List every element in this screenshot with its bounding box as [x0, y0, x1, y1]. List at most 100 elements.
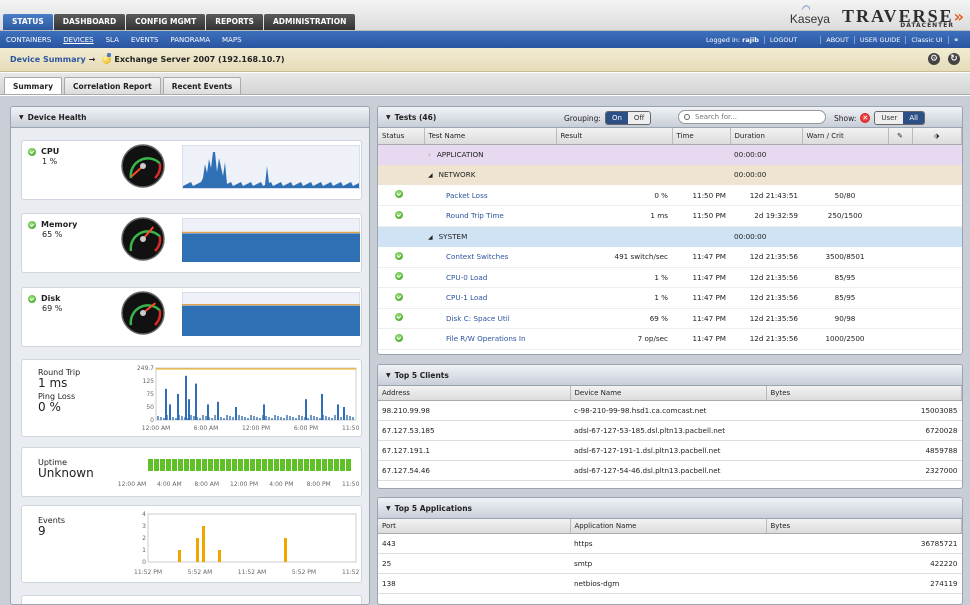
table-row[interactable]: 443 https 36785721	[378, 533, 962, 554]
tab-summary[interactable]: Summary	[4, 77, 63, 94]
classic-ui-link[interactable]: Classic UI	[905, 35, 947, 44]
error-filter-icon[interactable]: ✕	[860, 113, 871, 123]
col-test-name[interactable]: Test Name	[424, 128, 557, 145]
device-icon	[102, 53, 112, 64]
table-row[interactable]: 25 smtp 422220	[378, 553, 962, 574]
uptime-bar	[154, 459, 159, 471]
client-bytes: 2327000	[766, 460, 962, 481]
table-row[interactable]: 98.210.99.98 c-98-210-99-98.hsd1.ca.comca…	[378, 400, 962, 421]
uptime-bar	[244, 459, 249, 471]
uptime-card: Uptime Unknown 12:00 AM 4:00 AM 8:00 AM 12:0…	[21, 447, 362, 497]
subnav-maps[interactable]: MAPS	[222, 35, 242, 44]
test-name[interactable]: Context Switches	[424, 246, 556, 268]
client-device: adsl-67-127-191-1.dsl.pltn13.pacbell.net	[570, 440, 766, 461]
test-name[interactable]: Disk C: Space Util	[424, 308, 556, 329]
test-name[interactable]: CPU-1 Load	[424, 287, 556, 309]
breadcrumb-arrow: →	[88, 55, 96, 64]
grouping-on-button[interactable]: On	[605, 112, 628, 124]
col-result[interactable]: Result	[556, 128, 673, 145]
about-link[interactable]: ABOUT	[820, 35, 854, 44]
col-port[interactable]: Port	[378, 519, 571, 534]
group-cell-name: ◢ NETWORK	[424, 164, 556, 185]
subnav-events[interactable]: EVENTS	[130, 35, 159, 44]
table-row[interactable]: Disk C: Space Util 69 % 11:47 PM 12d 21:…	[378, 308, 962, 329]
collapse-triangle-icon[interactable]: ▼	[386, 504, 391, 512]
col-tag[interactable]: ⬗	[912, 128, 962, 145]
table-row[interactable]: CPU-1 Load 1 % 11:47 PM 12d 21:35:56 85/…	[378, 287, 962, 309]
breadcrumb-device-summary[interactable]: Device Summary	[10, 55, 86, 64]
table-row[interactable]: Round Trip Time 1 ms 11:50 PM 2d 19:32:5…	[378, 205, 962, 227]
collapse-triangle-icon[interactable]: ▼	[19, 113, 24, 121]
table-row[interactable]: Packet Loss 0 % 11:50 PM 12d 21:43:51 50…	[378, 185, 962, 206]
table-row[interactable]: 67.127.191.1 adsl-67-127-191-1.dsl.pltn13…	[378, 440, 962, 461]
tab-correlation-report[interactable]: Correlation Report	[64, 77, 161, 94]
col-application-name[interactable]: Application Name	[570, 519, 767, 534]
group-expand-icon[interactable]: ›	[428, 150, 431, 159]
subnav-containers[interactable]: CONTAINERS	[6, 35, 52, 44]
collapse-triangle-icon[interactable]: ▼	[386, 371, 391, 379]
test-name[interactable]: Packet Loss	[424, 185, 556, 206]
grouping-off-button[interactable]: Off	[627, 112, 651, 124]
subnav-panorama[interactable]: PANORAMA	[170, 35, 211, 44]
col-warn-crit[interactable]: Warn / Crit	[802, 128, 889, 145]
top-clients-header[interactable]: ▼ Top 5 Clients	[378, 365, 962, 386]
tab-dashboard[interactable]: DASHBOARD	[53, 14, 126, 30]
table-row[interactable]: 67.127.54.46 adsl-67-127-54-46.dsl.pltn13…	[378, 460, 962, 481]
collapse-triangle-icon[interactable]: ▼	[386, 113, 391, 121]
top-clients-title: Top 5 Clients	[394, 370, 449, 380]
uptime-bar	[202, 459, 207, 471]
group-row-network[interactable]: ◢ NETWORK 00:00:00	[378, 164, 962, 185]
uptime-bar	[334, 459, 339, 471]
logout-link[interactable]: LOGOUT	[763, 35, 802, 44]
user-guide-link[interactable]: USER GUIDE	[853, 35, 905, 44]
apps-table-header: Port Application Name Bytes	[378, 519, 962, 534]
test-name[interactable]: CPU-0 Load	[424, 267, 556, 288]
col-status[interactable]: Status	[378, 128, 425, 145]
settings-gear-icon[interactable]: ⚙	[928, 53, 940, 65]
col-device-name[interactable]: Device Name	[570, 386, 767, 401]
tab-config-mgmt[interactable]: CONFIG MGMT	[126, 14, 206, 30]
tag-icon[interactable]: ⬗	[934, 131, 940, 140]
tab-reports[interactable]: REPORTS	[206, 14, 263, 30]
col-time[interactable]: Time	[672, 128, 731, 145]
table-row[interactable]: CPU-0 Load 1 % 11:47 PM 12d 21:35:56 85/…	[378, 267, 962, 288]
round-trip-y-tick: 50	[146, 404, 154, 411]
subnav-sla[interactable]: SLA	[105, 35, 119, 44]
kaseya-logo: ◠ Kaseya	[790, 4, 830, 26]
col-edit[interactable]: ✎	[888, 128, 913, 145]
tab-recent-events[interactable]: Recent Events	[162, 77, 242, 94]
col-address[interactable]: Address	[378, 386, 571, 401]
table-row[interactable]: Context Switches 491 switch/sec 11:47 PM…	[378, 246, 962, 268]
test-status	[378, 185, 424, 206]
table-row[interactable]: 67.127.53.185 adsl-67-127-53-185.dsl.pltn…	[378, 420, 962, 441]
col-bytes[interactable]: Bytes	[766, 386, 962, 401]
group-row-application[interactable]: › APPLICATION 00:00:00	[378, 144, 962, 165]
memory-sparkline-area	[182, 233, 360, 262]
link-icon[interactable]: ⚭	[947, 35, 964, 44]
show-user-button[interactable]: User	[875, 112, 904, 124]
table-row[interactable]: File R/W Operations In 7 op/sec 11:47 PM…	[378, 328, 962, 350]
top-applications-header[interactable]: ▼ Top 5 Applications	[378, 498, 962, 519]
group-collapse-icon[interactable]: ◢	[428, 234, 433, 241]
test-name[interactable]: Round Trip Time	[424, 205, 556, 227]
tab-status[interactable]: STATUS	[3, 14, 53, 30]
edit-pencil-icon[interactable]: ✎	[897, 131, 903, 140]
client-address: 98.210.99.98	[378, 400, 570, 421]
test-name[interactable]: File R/W Operations In	[424, 328, 556, 350]
refresh-icon[interactable]: ↻	[948, 53, 960, 65]
table-row[interactable]: 138 netbios-dgm 274119	[378, 573, 962, 594]
col-duration[interactable]: Duration	[730, 128, 803, 145]
tab-administration[interactable]: ADMINISTRATION	[263, 14, 356, 30]
show-all-button[interactable]: All	[903, 112, 925, 124]
group-cell-result	[556, 144, 672, 165]
subnav-devices[interactable]: DEVICES	[63, 35, 94, 44]
test-status	[378, 267, 424, 288]
traverse-arrow-icon: »	[953, 7, 964, 26]
device-health-header[interactable]: ▼ Device Health	[11, 107, 369, 128]
col-bytes[interactable]: Bytes	[766, 519, 962, 534]
group-row-system[interactable]: ◢ SYSTEM 00:00:00	[378, 226, 962, 247]
top-applications-panel: ▼ Top 5 Applications Port Application Nam…	[377, 497, 963, 605]
group-duration-network: 00:00:00	[730, 164, 802, 185]
group-collapse-icon[interactable]: ◢	[428, 172, 433, 180]
test-search-input[interactable]	[678, 110, 826, 124]
